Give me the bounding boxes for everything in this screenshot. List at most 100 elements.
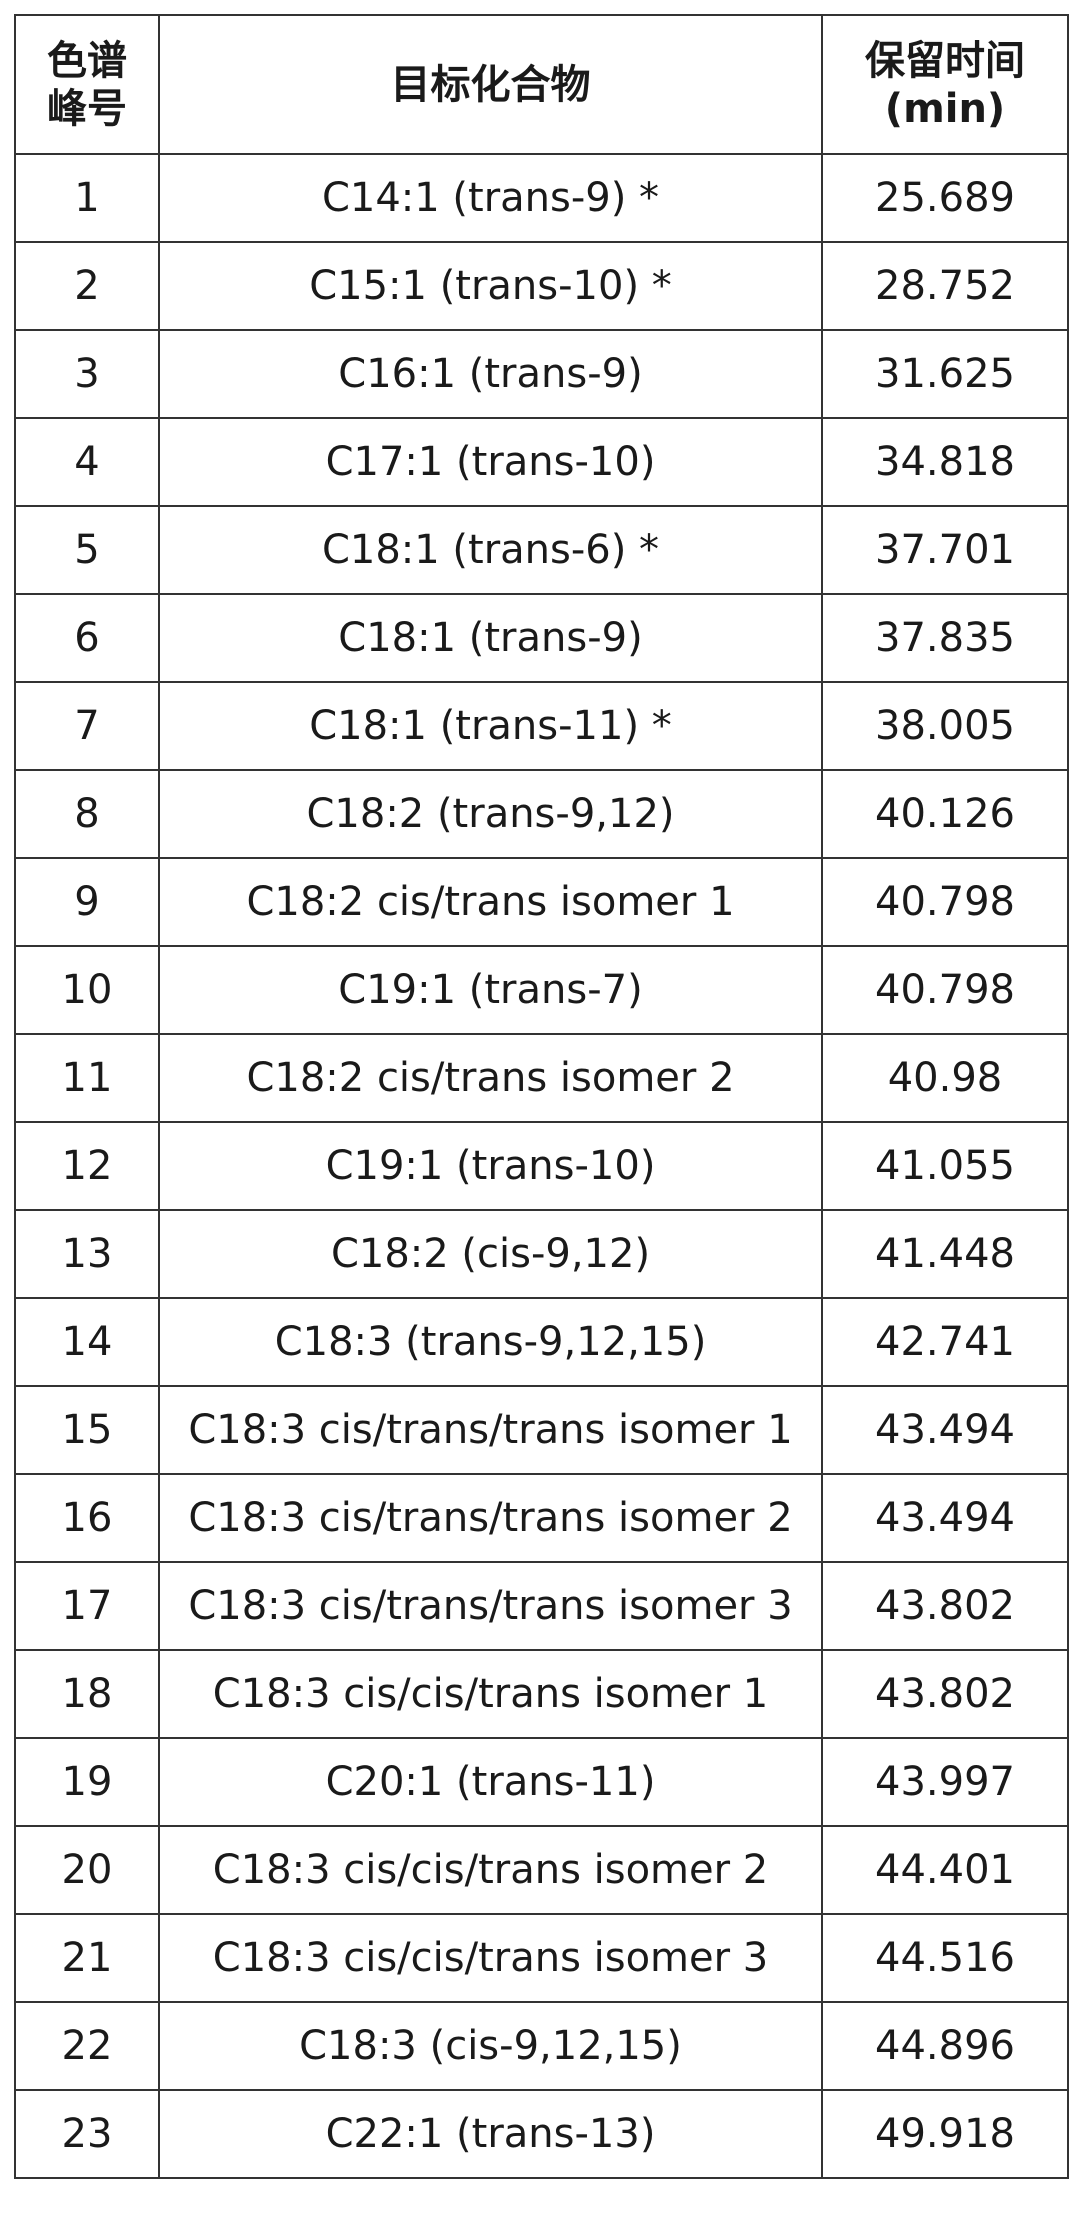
retention-time: 44.896 [821, 2001, 1069, 2091]
peak-number: 21 [14, 1913, 160, 2003]
peak-number: 11 [14, 1033, 160, 1123]
compound: C18:1 (trans-11) * [158, 681, 823, 771]
peak-number: 17 [14, 1561, 160, 1651]
table-row: 10 C19:1 (trans-7) 40.798 [14, 945, 1069, 1035]
peak-number: 10 [14, 945, 160, 1035]
compound: C18:2 cis/trans isomer 2 [158, 1033, 823, 1123]
table-row: 14 C18:3 (trans-9,12,15) 42.741 [14, 1297, 1069, 1387]
retention-time: 40.126 [821, 769, 1069, 859]
header-text: 保留时间 [865, 37, 1025, 84]
retention-time: 31.625 [821, 329, 1069, 419]
retention-time: 38.005 [821, 681, 1069, 771]
peak-number: 5 [14, 505, 160, 595]
peak-number: 13 [14, 1209, 160, 1299]
table-row: 18 C18:3 cis/cis/trans isomer 1 43.802 [14, 1649, 1069, 1739]
retention-time: 40.798 [821, 945, 1069, 1035]
compound: C18:3 cis/trans/trans isomer 3 [158, 1561, 823, 1651]
retention-time: 25.689 [821, 153, 1069, 243]
retention-time: 43.802 [821, 1561, 1069, 1651]
table-row: 2 C15:1 (trans-10) * 28.752 [14, 241, 1069, 331]
peak-number: 9 [14, 857, 160, 947]
retention-time: 37.835 [821, 593, 1069, 683]
peak-number: 2 [14, 241, 160, 331]
table-row: 1 C14:1 (trans-9) * 25.689 [14, 153, 1069, 243]
header-row: 色谱 峰号 目标化合物 保留时间 (min) [14, 14, 1069, 155]
peak-number: 15 [14, 1385, 160, 1475]
header-text: 目标化合物 [390, 61, 591, 108]
compound: C15:1 (trans-10) * [158, 241, 823, 331]
peak-number: 22 [14, 2001, 160, 2091]
compound: C17:1 (trans-10) [158, 417, 823, 507]
table-row: 20 C18:3 cis/cis/trans isomer 2 44.401 [14, 1825, 1069, 1915]
peak-number: 23 [14, 2089, 160, 2179]
compound: C18:3 cis/trans/trans isomer 1 [158, 1385, 823, 1475]
table-row: 17 C18:3 cis/trans/trans isomer 3 43.802 [14, 1561, 1069, 1651]
table-row: 23 C22:1 (trans-13) 49.918 [14, 2089, 1069, 2179]
retention-time: 40.798 [821, 857, 1069, 947]
compound: C14:1 (trans-9) * [158, 153, 823, 243]
compound: C18:3 (trans-9,12,15) [158, 1297, 823, 1387]
table-row: 12 C19:1 (trans-10) 41.055 [14, 1121, 1069, 1211]
table-row: 5 C18:1 (trans-6) * 37.701 [14, 505, 1069, 595]
table-row: 11 C18:2 cis/trans isomer 2 40.98 [14, 1033, 1069, 1123]
table-row: 15 C18:3 cis/trans/trans isomer 1 43.494 [14, 1385, 1069, 1475]
compound: C18:3 (cis-9,12,15) [158, 2001, 823, 2091]
retention-time: 43.997 [821, 1737, 1069, 1827]
retention-time: 41.055 [821, 1121, 1069, 1211]
retention-time: 49.918 [821, 2089, 1069, 2179]
table-row: 9 C18:2 cis/trans isomer 1 40.798 [14, 857, 1069, 947]
compound: C20:1 (trans-11) [158, 1737, 823, 1827]
peak-number: 16 [14, 1473, 160, 1563]
peak-number: 7 [14, 681, 160, 771]
peak-number: 18 [14, 1649, 160, 1739]
retention-time: 28.752 [821, 241, 1069, 331]
header-cell: 目标化合物 [158, 14, 823, 155]
table-row: 4 C17:1 (trans-10) 34.818 [14, 417, 1069, 507]
table-row: 6 C18:1 (trans-9) 37.835 [14, 593, 1069, 683]
compound: C19:1 (trans-7) [158, 945, 823, 1035]
compound: C19:1 (trans-10) [158, 1121, 823, 1211]
compound: C18:1 (trans-6) * [158, 505, 823, 595]
table-row: 16 C18:3 cis/trans/trans isomer 2 43.494 [14, 1473, 1069, 1563]
table-row: 8 C18:2 (trans-9,12) 40.126 [14, 769, 1069, 859]
peak-number: 12 [14, 1121, 160, 1211]
table-row: 22 C18:3 (cis-9,12,15) 44.896 [14, 2001, 1069, 2091]
retention-time: 43.494 [821, 1385, 1069, 1475]
header-text: 峰号 [47, 85, 127, 132]
header-cell: 保留时间 (min) [821, 14, 1069, 155]
table-row: 3 C16:1 (trans-9) 31.625 [14, 329, 1069, 419]
header-text: (min) [884, 85, 1006, 132]
peak-number: 1 [14, 153, 160, 243]
peak-number: 4 [14, 417, 160, 507]
compound: C18:3 cis/cis/trans isomer 3 [158, 1913, 823, 2003]
header-text: 色谱 [47, 37, 127, 84]
peak-number: 8 [14, 769, 160, 859]
retention-time: 42.741 [821, 1297, 1069, 1387]
retention-time: 44.401 [821, 1825, 1069, 1915]
peak-number: 20 [14, 1825, 160, 1915]
compound: C18:3 cis/trans/trans isomer 2 [158, 1473, 823, 1563]
peak-number: 6 [14, 593, 160, 683]
compound: C18:3 cis/cis/trans isomer 1 [158, 1649, 823, 1739]
retention-time: 34.818 [821, 417, 1069, 507]
compound: C18:2 (cis-9,12) [158, 1209, 823, 1299]
compound: C18:2 cis/trans isomer 1 [158, 857, 823, 947]
peak-number: 19 [14, 1737, 160, 1827]
compound: C18:3 cis/cis/trans isomer 2 [158, 1825, 823, 1915]
table-row: 7 C18:1 (trans-11) * 38.005 [14, 681, 1069, 771]
data-table: 色谱 峰号 目标化合物 保留时间 (min) 1 C14:1 (trans-9) * 25.… [14, 14, 1069, 2179]
peak-number: 3 [14, 329, 160, 419]
table-row: 13 C18:2 (cis-9,12) 41.448 [14, 1209, 1069, 1299]
retention-time: 43.494 [821, 1473, 1069, 1563]
compound: C16:1 (trans-9) [158, 329, 823, 419]
retention-time: 40.98 [821, 1033, 1069, 1123]
compound: C18:1 (trans-9) [158, 593, 823, 683]
compound: C18:2 (trans-9,12) [158, 769, 823, 859]
header-cell: 色谱 峰号 [14, 14, 160, 155]
retention-time: 43.802 [821, 1649, 1069, 1739]
table-body: 1 C14:1 (trans-9) * 25.689 2 C15:1 (trans-10… [14, 153, 1069, 2179]
retention-time: 37.701 [821, 505, 1069, 595]
compound: C22:1 (trans-13) [158, 2089, 823, 2179]
table-row: 21 C18:3 cis/cis/trans isomer 3 44.516 [14, 1913, 1069, 2003]
